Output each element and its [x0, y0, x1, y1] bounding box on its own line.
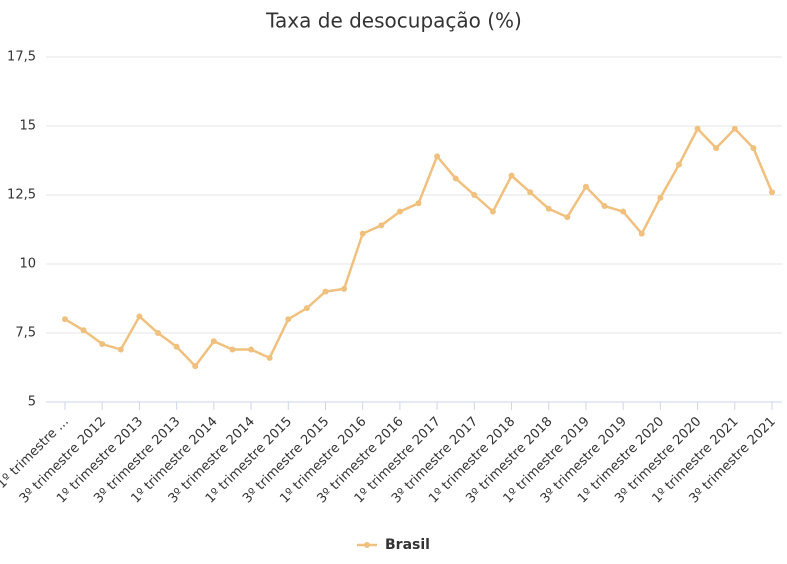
- point: [396, 208, 403, 215]
- point: [675, 161, 682, 168]
- point: [378, 222, 385, 229]
- point: [62, 316, 68, 323]
- point: [229, 346, 236, 353]
- point: [210, 338, 217, 345]
- point: [285, 316, 292, 323]
- point: [452, 175, 459, 182]
- y-tick-label: 17,5: [7, 50, 36, 65]
- legend-label: Brasil: [385, 537, 430, 553]
- point: [99, 341, 106, 348]
- point: [359, 230, 366, 237]
- y-tick-label: 10: [19, 257, 36, 272]
- line: [64, 126, 774, 369]
- y-tick-label: 7,5: [15, 326, 36, 341]
- point: [620, 208, 627, 215]
- point: [322, 288, 329, 295]
- point: [434, 153, 441, 160]
- point: [192, 363, 199, 370]
- point: [303, 305, 310, 312]
- point: [136, 313, 143, 320]
- point: [489, 208, 496, 215]
- point: [173, 343, 180, 350]
- y-tick-label: 15: [19, 119, 36, 134]
- point: [80, 327, 87, 334]
- point: [248, 346, 255, 353]
- point: [657, 194, 664, 201]
- point: [564, 214, 571, 221]
- point: [117, 346, 124, 353]
- point: [769, 189, 775, 196]
- point: [601, 203, 608, 210]
- point: [545, 205, 552, 212]
- point: [415, 200, 422, 207]
- point: [582, 183, 589, 190]
- point: [638, 230, 645, 237]
- point: [731, 125, 738, 132]
- y-tick-label: 12,5: [7, 188, 36, 203]
- point: [694, 125, 701, 132]
- point: [341, 285, 348, 292]
- y-tick-label: 5: [28, 395, 36, 410]
- point: [471, 192, 478, 198]
- chart-title: Taxa de desocupação (%): [265, 9, 522, 33]
- point: [713, 145, 720, 152]
- legend-marker: [364, 542, 370, 548]
- point: [266, 354, 273, 361]
- point: [508, 172, 515, 179]
- point: [527, 189, 534, 196]
- point: [750, 145, 757, 152]
- point: [155, 330, 162, 336]
